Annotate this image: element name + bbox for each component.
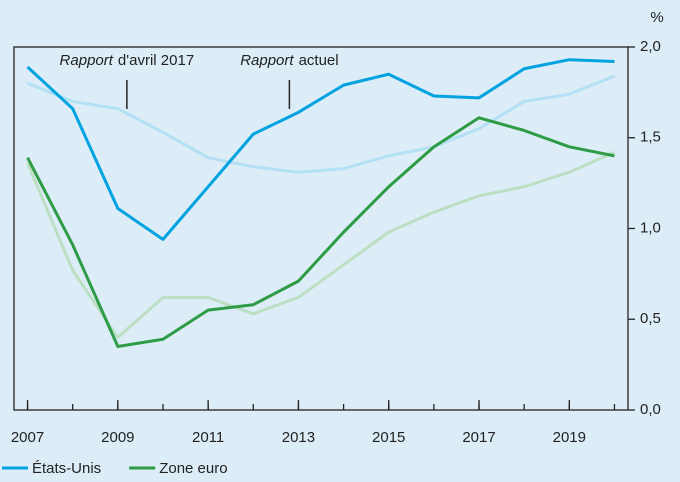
y-tick-label: 1,5	[640, 129, 661, 146]
annotation: Rapport d'avril 2017	[60, 52, 195, 69]
y-tick-label: 0,0	[640, 401, 661, 418]
x-tick-label: 2019	[553, 429, 586, 446]
series-line	[26, 150, 616, 339]
annotation-text: d'avril 2017	[118, 52, 194, 69]
x-tick-label: 2017	[462, 429, 495, 446]
legend-label: États-Unis	[32, 460, 101, 477]
y-tick-label: 2,0	[640, 38, 661, 55]
series-line	[26, 116, 615, 348]
x-tick-label: 2009	[101, 429, 134, 446]
annotation-emphasis: Rapport	[60, 52, 114, 69]
series-line	[26, 74, 616, 174]
annotation-text: actuel	[299, 52, 339, 69]
x-tick-label: 2007	[11, 429, 44, 446]
x-tick-label: 2015	[372, 429, 405, 446]
series-line	[26, 58, 615, 241]
annotation-emphasis: Rapport	[240, 52, 294, 69]
x-tick-label: 2013	[282, 429, 315, 446]
unit-label: %	[650, 9, 663, 26]
y-tick-label: 1,0	[640, 219, 661, 236]
x-tick-label: 2011	[192, 429, 224, 446]
legend-label: Zone euro	[159, 460, 227, 477]
y-tick-label: 0,5	[640, 310, 661, 327]
annotation: Rapport actuel	[240, 52, 338, 69]
